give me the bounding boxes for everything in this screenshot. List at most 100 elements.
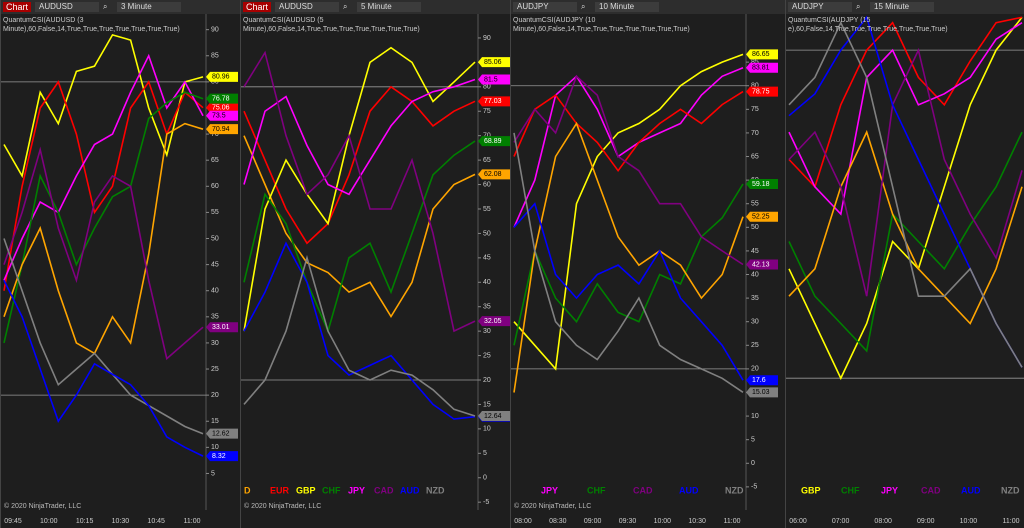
legend-entry: JPY <box>348 485 365 495</box>
indicator-line <box>243 254 476 417</box>
instrument-selector[interactable]: AUDJPY <box>788 2 852 12</box>
y-tick-label: 30 <box>751 319 759 326</box>
y-tick-label: 20 <box>751 366 759 373</box>
price-marker-label: 8.32 <box>212 453 226 460</box>
y-tick-label: 65 <box>483 157 491 164</box>
legend-entry: EUR <box>270 485 290 495</box>
indicator-label: QuantumCSI(AUDJPY (10 Minute),60,False,14… <box>513 16 690 34</box>
indicator-line <box>513 90 744 173</box>
price-marker-label: 12.64 <box>484 413 502 420</box>
price-marker-label: 52.25 <box>752 214 770 221</box>
x-tick-label: 09:45 <box>4 518 22 525</box>
y-tick-label: 65 <box>211 157 219 164</box>
y-tick-label: 55 <box>483 206 491 213</box>
indicator-line <box>788 16 1023 381</box>
y-tick-label: 30 <box>211 340 219 347</box>
y-tick-label: 10 <box>211 444 219 451</box>
toolbar: Chart AUDUSD ⌕ 3 Minute <box>1 0 240 14</box>
price-marker-label: 59.18 <box>752 181 770 188</box>
copyright: © 2020 NinjaTrader, LLC <box>244 503 322 510</box>
toolbar: Chart AUDUSD ⌕ 5 Minute <box>241 0 510 14</box>
y-tick-label: 5 <box>751 437 755 444</box>
y-tick-label: 45 <box>483 255 491 262</box>
y-tick-label: 5 <box>483 450 487 457</box>
indicator-label: QuantumCSI(AUDUSD (5 Minute),60,False,14,… <box>243 16 420 34</box>
x-tick-label: 11:00 <box>184 518 201 525</box>
indicator-line <box>243 85 476 245</box>
price-marker-label: 76.78 <box>212 96 230 103</box>
search-button: ⌕ <box>581 2 586 11</box>
y-tick-label: 15 <box>483 401 491 408</box>
x-tick-label: 09:00 <box>917 518 935 525</box>
indicator-line <box>3 53 204 281</box>
x-tick-label: 10:45 <box>147 518 165 525</box>
price-marker-label: 70.94 <box>212 126 230 133</box>
y-tick-label: 10 <box>751 413 759 420</box>
x-tick-label: 08:00 <box>514 518 532 525</box>
price-marker-label: 73.5 <box>212 113 226 120</box>
y-tick-label: 35 <box>751 295 759 302</box>
interval-selector[interactable]: 3 Minute <box>117 2 181 12</box>
indicator-line <box>243 241 476 420</box>
indicator-label-line: QuantumCSI(AUDUSD (5 <box>243 17 324 24</box>
y-tick-label: 80 <box>483 84 491 91</box>
price-marker-label: 77.03 <box>484 98 502 105</box>
instrument-selector[interactable]: AUDUSD <box>35 2 99 12</box>
y-tick-label: 85 <box>751 59 759 66</box>
copyright: © 2020 NinjaTrader, LLC <box>514 503 592 510</box>
interval-selector[interactable]: 10 Minute <box>595 2 659 12</box>
y-tick-label: 35 <box>483 304 491 311</box>
price-marker <box>206 110 238 121</box>
y-tick-label: 75 <box>751 106 759 113</box>
search-button: ⌕ <box>856 2 861 11</box>
y-tick-label: 40 <box>483 279 491 286</box>
indicator-line <box>513 67 744 228</box>
price-marker-label: 32.05 <box>484 318 502 325</box>
chart-menu-button[interactable]: Chart <box>243 2 272 12</box>
y-tick-label: 15 <box>211 418 219 425</box>
y-tick-label: -5 <box>483 499 489 506</box>
indicator-line <box>243 78 476 196</box>
price-marker <box>746 387 778 398</box>
indicator-label-line: QuantumCSI(AUDUSD (3 <box>3 17 84 24</box>
instrument-selector[interactable]: AUDJPY <box>513 2 577 12</box>
chart-window: 06:00 07:00 08:00 09:00 10:00 11:00 GBP CHF JPY C… <box>785 0 1024 528</box>
legend-entry: AUD <box>679 485 699 495</box>
price-marker-label: 33.01 <box>212 324 230 331</box>
chart-window: 5101520253035404550556065707580859080.96… <box>0 0 240 528</box>
price-marker-label: 83.81 <box>752 65 770 72</box>
indicator-line <box>3 122 204 355</box>
indicator-label-line: Minute),60,False,14,True,True,True,True,… <box>243 26 420 33</box>
copyright: © 2020 NinjaTrader, LLC <box>4 503 82 510</box>
y-tick-label: 50 <box>211 235 219 242</box>
interval-selector[interactable]: 15 Minute <box>870 2 934 12</box>
indicator-line <box>3 279 204 457</box>
price-marker <box>206 102 238 113</box>
y-tick-label: 35 <box>211 314 219 321</box>
indicator-line <box>513 183 744 346</box>
x-tick-label: 06:00 <box>789 518 807 525</box>
chart-canvas: -505101520253035404550556065707580859062… <box>241 14 510 510</box>
legend-entry: NZD <box>426 485 445 495</box>
indicator-line <box>3 80 204 291</box>
indicator-line <box>243 46 476 332</box>
legend-entry: CAD <box>921 485 941 495</box>
x-tick-label: 08:00 <box>874 518 892 525</box>
y-tick-label: 30 <box>483 328 491 335</box>
indicator-label-line: e),60,False,14,True,True,True,True,True,… <box>788 26 948 33</box>
instrument-selector[interactable]: AUDUSD <box>275 2 339 12</box>
x-tick-label: 10:30 <box>112 518 130 525</box>
x-tick-label: 10:30 <box>688 518 706 525</box>
chart-menu-button[interactable]: Chart <box>3 2 32 12</box>
y-tick-label: 25 <box>483 352 491 359</box>
price-marker <box>746 178 778 189</box>
price-marker <box>478 316 510 327</box>
y-tick-label: 65 <box>751 153 759 160</box>
y-tick-label: 70 <box>483 133 491 140</box>
y-tick-label: 0 <box>751 460 755 467</box>
y-tick-label: 60 <box>483 181 491 188</box>
x-tick-label: 09:00 <box>584 518 602 525</box>
interval-selector[interactable]: 5 Minute <box>357 2 421 12</box>
price-marker <box>478 136 510 147</box>
price-marker <box>478 74 510 85</box>
